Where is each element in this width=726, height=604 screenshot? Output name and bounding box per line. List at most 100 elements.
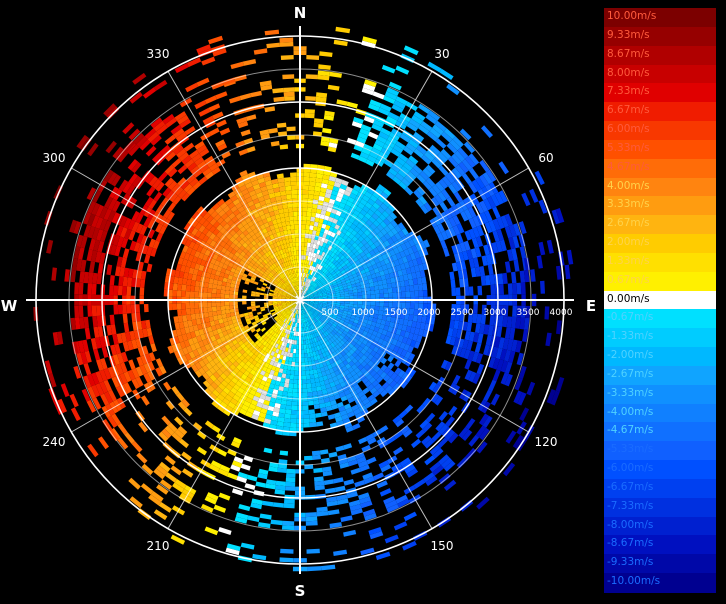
range-gate <box>261 327 266 332</box>
range-gate <box>477 364 485 375</box>
legend-label: 10.00m/s <box>607 10 656 22</box>
range-gate <box>177 309 182 316</box>
range-gate <box>251 291 256 294</box>
range-gate <box>394 521 408 530</box>
range-gate <box>358 295 363 298</box>
range-gate <box>366 457 376 465</box>
range-gate <box>297 260 299 264</box>
range-gate <box>154 509 168 520</box>
range-gate <box>110 275 115 285</box>
legend-label: 5.33m/s <box>607 142 650 154</box>
range-gate <box>181 303 186 309</box>
legend-label: -1.33m/s <box>607 330 653 342</box>
range-gate <box>122 286 127 296</box>
range-gate <box>302 238 305 243</box>
range-gate <box>306 370 310 375</box>
range-gate <box>385 535 399 544</box>
range-gate <box>218 527 231 535</box>
range-gate <box>225 294 230 298</box>
range-gate <box>409 285 414 291</box>
range-gate <box>205 95 217 104</box>
range-gate <box>241 464 251 471</box>
range-gate <box>290 419 297 424</box>
range-gate <box>383 289 388 294</box>
range-gate <box>404 45 419 55</box>
range-gate <box>519 366 527 379</box>
range-gate <box>293 380 298 385</box>
range-gate <box>83 363 91 376</box>
range-gate <box>297 264 299 269</box>
range-gate <box>242 296 247 299</box>
polar-grid <box>26 26 574 574</box>
range-gate <box>194 292 199 298</box>
range-gate <box>212 284 217 289</box>
range-gate <box>499 284 504 295</box>
range-tick-label: 4000 <box>550 308 573 318</box>
range-gate <box>303 401 309 406</box>
range-gate <box>225 302 230 306</box>
range-gate <box>196 78 209 87</box>
range-gate <box>349 301 354 304</box>
range-gate <box>556 320 562 334</box>
range-gate <box>475 343 482 353</box>
range-tick-label: 500 <box>321 308 338 318</box>
range-gate <box>203 287 208 292</box>
range-gate <box>375 294 380 298</box>
range-gate <box>177 290 182 297</box>
range-gate <box>328 85 340 91</box>
range-gate <box>240 93 252 100</box>
range-gate <box>306 517 318 522</box>
range-gate <box>225 290 230 294</box>
range-gate <box>304 456 313 461</box>
range-gate <box>306 512 317 517</box>
range-gate <box>310 378 315 383</box>
range-gate <box>303 419 310 424</box>
range-gate <box>238 504 250 511</box>
range-gate <box>411 439 421 449</box>
range-gate <box>186 303 191 309</box>
range-gate <box>286 477 296 482</box>
range-gate <box>191 314 196 320</box>
range-gate <box>214 505 227 513</box>
range-gate <box>284 177 291 182</box>
range-gate <box>182 468 194 478</box>
range-gate <box>190 286 195 292</box>
range-gate <box>340 515 352 522</box>
range-gate <box>367 302 372 306</box>
range-gate <box>74 306 79 318</box>
range-gate <box>286 195 292 200</box>
range-gate <box>124 432 135 444</box>
range-gate <box>301 255 303 260</box>
range-gate <box>271 141 280 147</box>
range-gate <box>294 345 297 350</box>
range-gate <box>301 340 303 345</box>
range-gate <box>290 423 297 428</box>
range-gate <box>378 285 383 290</box>
range-gate <box>280 451 289 456</box>
range-gate <box>358 292 363 296</box>
range-gate <box>370 290 375 294</box>
range-gate <box>313 195 319 200</box>
range-gate <box>280 549 293 554</box>
range-gate <box>302 220 306 225</box>
range-gate <box>272 88 283 94</box>
range-gate <box>293 212 298 217</box>
range-gate <box>201 57 215 66</box>
range-gate <box>124 323 130 333</box>
range-gate <box>264 448 273 454</box>
range-gate <box>312 391 318 396</box>
azimuth-tick-label: 30 <box>434 47 449 61</box>
range-gate <box>132 441 143 453</box>
azimuth-tick-label: 240 <box>43 435 66 449</box>
range-gate <box>209 128 220 136</box>
range-gate <box>545 333 551 347</box>
range-gate <box>567 250 574 265</box>
range-gate <box>87 143 98 156</box>
azimuth-tick-label: 60 <box>538 151 553 165</box>
range-gate <box>186 291 191 297</box>
legend-label: 8.00m/s <box>607 67 650 79</box>
range-gate <box>148 335 154 344</box>
range-gate <box>314 191 320 196</box>
range-gate <box>212 293 217 298</box>
